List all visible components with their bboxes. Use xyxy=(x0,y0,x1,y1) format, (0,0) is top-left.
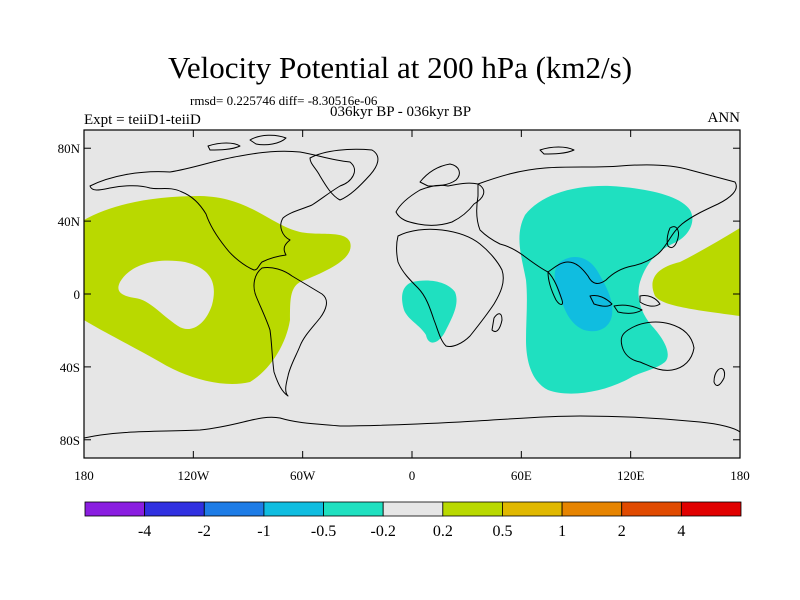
colorbar-box xyxy=(203,501,265,517)
lat-tick-label: 40S xyxy=(60,360,80,375)
positive-anomaly-region-west-pacific xyxy=(652,228,740,316)
lon-tick-label: 0 xyxy=(409,468,416,483)
plot-title: Velocity Potential at 200 hPa (km2/s) xyxy=(167,50,633,85)
colorbar-box xyxy=(382,501,444,517)
lat-tick-label: 0 xyxy=(74,287,81,302)
colorbar-box xyxy=(263,501,324,517)
negative-anomaly-region-africa xyxy=(402,280,457,343)
colorbar xyxy=(84,501,742,517)
colorbar-label: -2 xyxy=(198,523,211,540)
colorbar-box xyxy=(84,501,146,517)
lon-tick-label: 180 xyxy=(74,468,94,483)
coastlines xyxy=(84,134,740,439)
colorbar-label: -1 xyxy=(257,523,270,540)
colorbar-label: -0.5 xyxy=(311,523,336,540)
colorbar-box xyxy=(561,501,623,517)
lat-tick-label: 80N xyxy=(58,141,81,156)
lat-tick-label: 40N xyxy=(58,214,81,229)
axis-ticks xyxy=(83,130,741,458)
colorbar-label: 4 xyxy=(677,523,685,540)
lon-tick-label: 60E xyxy=(511,468,532,483)
positive-anomaly-region-pacific xyxy=(84,196,351,384)
season-label: ANN xyxy=(707,110,741,126)
neutral-region-eastern-pacific xyxy=(118,260,214,330)
colorbar-box xyxy=(442,501,503,517)
strong-negative-anomaly-core xyxy=(554,257,613,332)
lon-tick-label: 60W xyxy=(290,468,316,483)
experiment-label: Expt = teiiD1-teiiD xyxy=(84,112,201,128)
colorbar-box xyxy=(144,501,205,517)
axis-tick-labels: 80N 40N 0 40S 80S 180 120W 60W 0 60E 120E 180 xyxy=(58,141,750,483)
lon-tick-label: 120W xyxy=(177,468,210,483)
colorbar-box xyxy=(680,501,742,517)
colorbar-box xyxy=(621,501,682,517)
colorbar-label: 1 xyxy=(558,523,566,540)
colorbar-box xyxy=(323,501,384,517)
lon-tick-label: 120E xyxy=(617,468,645,483)
colorbar-label: 0.2 xyxy=(433,523,453,540)
colorbar-label: -0.2 xyxy=(371,523,396,540)
period-label: 036kyr BP - 036kyr BP xyxy=(330,104,472,120)
lon-tick-label: 180 xyxy=(730,468,750,483)
colorbar-label: -4 xyxy=(138,523,151,540)
colorbar-label: 2 xyxy=(618,523,626,540)
colorbar-labels: -4 -2 -1 -0.5 -0.2 0.2 0.5 1 2 4 xyxy=(138,523,685,540)
lat-tick-label: 80S xyxy=(60,433,80,448)
colorbar-label: 0.5 xyxy=(492,523,512,540)
stats-text: rmsd= 0.225746 diff= -8.30516e-06 xyxy=(190,93,378,108)
colorbar-box xyxy=(502,501,563,517)
